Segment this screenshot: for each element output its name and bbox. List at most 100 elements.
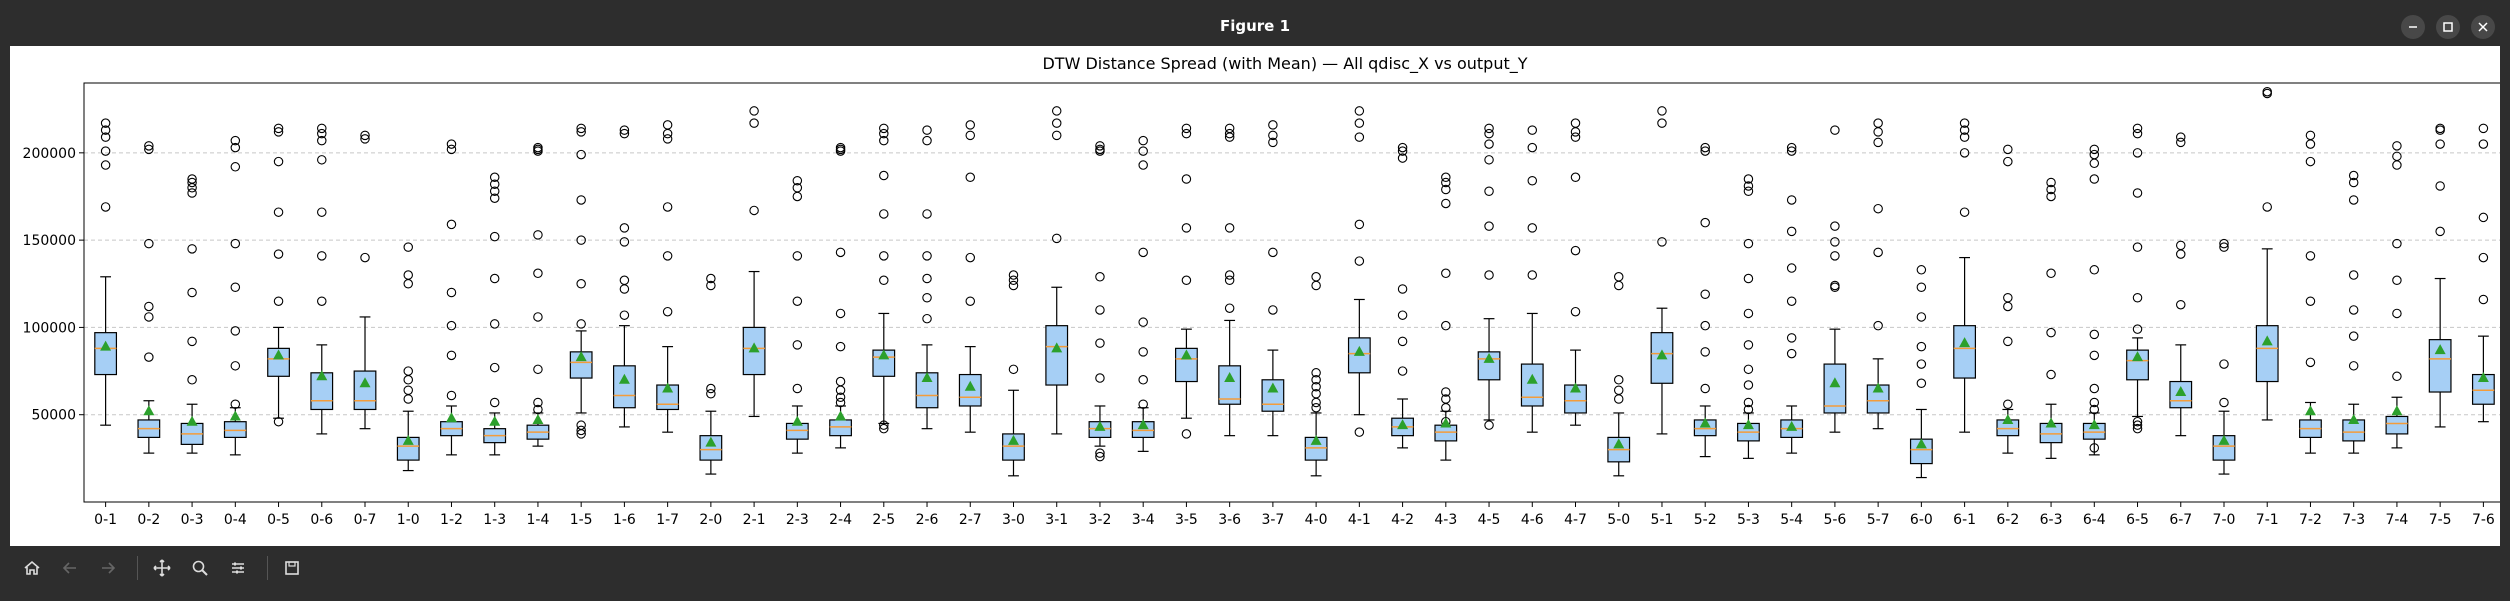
outlier-point (2089, 383, 2100, 394)
outlier-point (1786, 348, 1797, 359)
mean-marker (1094, 420, 1106, 431)
outlier-point (879, 170, 889, 181)
outlier-point (1354, 427, 1365, 437)
mean-marker (618, 373, 630, 384)
box-3-2 (1088, 141, 1112, 462)
mean-marker (1959, 337, 1971, 348)
grid (84, 152, 2500, 416)
x-tick-label: 0-3 (181, 512, 204, 528)
outlier-point (2348, 361, 2359, 371)
x-tick-label: 6-5 (2126, 512, 2149, 528)
outlier-point (2176, 137, 2186, 148)
outlier-point (1354, 132, 1365, 142)
box-4-3 (1434, 172, 1458, 461)
outlier-point (446, 390, 457, 401)
mean-marker (748, 342, 760, 353)
close-button[interactable] (2471, 15, 2495, 39)
outlier-point (2435, 181, 2445, 191)
box-iqr (2385, 415, 2409, 435)
forward-button[interactable] (96, 556, 120, 580)
home-button[interactable] (20, 556, 44, 580)
box-1-7 (656, 120, 680, 433)
zoom-button[interactable] (188, 556, 212, 580)
x-tick-label: 1-0 (397, 512, 420, 528)
outlier-point (835, 308, 846, 319)
chart-title: DTW Distance Spread (with Mean) — All qd… (1042, 54, 1527, 74)
outlier-point (187, 174, 197, 184)
mean-marker (1829, 377, 1841, 388)
outlier-point (2219, 359, 2229, 369)
outlier-point (317, 296, 327, 306)
mean-marker (1699, 417, 1711, 428)
outlier-point (662, 128, 673, 139)
box-iqr (94, 332, 118, 376)
outlier-point (706, 383, 716, 394)
box-iqr (829, 419, 852, 437)
outlier-point (1138, 347, 1148, 357)
outlier-point (403, 279, 413, 289)
mean-marker (2218, 434, 2230, 445)
outlier-point (835, 341, 846, 352)
box-6-2 (1996, 144, 2020, 454)
x-tick-label: 6-1 (1953, 512, 1976, 528)
outlier-point (576, 127, 586, 137)
outlier-point (1786, 195, 1797, 205)
outlier-point (835, 142, 846, 153)
outlier-point (792, 251, 803, 261)
outlier-point (2348, 331, 2359, 341)
outlier-point (1743, 380, 1754, 390)
outlier-point (533, 404, 543, 415)
x-tick-label: 4-0 (1305, 512, 1328, 528)
maximize-button[interactable] (2436, 15, 2460, 39)
outlier-point (1959, 207, 1970, 217)
outlier-point (100, 202, 111, 212)
outlier-point (879, 128, 889, 139)
mean-marker (2304, 405, 2316, 416)
outlier-point (1008, 364, 1019, 375)
save-button[interactable] (280, 556, 304, 580)
outlier-point (1959, 118, 1970, 128)
y-tick-label: 50000 (31, 408, 76, 424)
outlier-point (2003, 399, 2013, 409)
outlier-point (749, 118, 759, 128)
box-4-2 (1391, 142, 1414, 449)
outlier-point (1786, 142, 1797, 153)
x-tick-label: 3-1 (1045, 512, 1068, 528)
minimize-button[interactable] (2401, 15, 2425, 39)
y-tick-label: 200000 (23, 146, 76, 162)
outlier-point (1268, 305, 1278, 315)
outlier-point (662, 306, 673, 317)
figure-canvas[interactable]: DTW Distance Spread (with Mean) — All qd… (10, 46, 2500, 546)
outlier-point (446, 287, 457, 298)
outlier-point (1138, 135, 1148, 146)
minimize-icon (2409, 26, 2417, 28)
outlier-point (1181, 429, 1192, 439)
outlier-point (100, 146, 111, 156)
pan-button[interactable] (150, 556, 174, 580)
outlier-point (1181, 128, 1192, 139)
outlier-point (1700, 383, 1710, 394)
outlier-point (965, 252, 976, 263)
x-tick-label: 7-5 (2429, 512, 2452, 528)
outlier-point (1095, 451, 1105, 462)
outlier-point (230, 162, 241, 172)
outlier-point (2089, 404, 2100, 415)
mean-marker (791, 415, 803, 426)
box-5-0 (1607, 272, 1631, 477)
outlier-point (2348, 270, 2359, 280)
x-tick-label: 5-3 (1737, 512, 1760, 528)
configure-subplots-button[interactable] (226, 556, 250, 580)
box-6-3 (2039, 177, 2063, 459)
box-6-4 (2082, 144, 2106, 456)
box-iqr (2126, 349, 2149, 381)
outlier-point (2089, 265, 2100, 275)
outlier-point (144, 301, 154, 312)
axes-frame (83, 82, 2500, 503)
back-button[interactable] (58, 556, 82, 580)
outlier-point (706, 389, 716, 399)
zoom-icon (192, 560, 208, 576)
title-bar: Figure 1 (0, 0, 2510, 52)
outlier-point (2305, 156, 2316, 167)
outlier-point (922, 251, 932, 261)
outlier-point (1786, 226, 1797, 237)
